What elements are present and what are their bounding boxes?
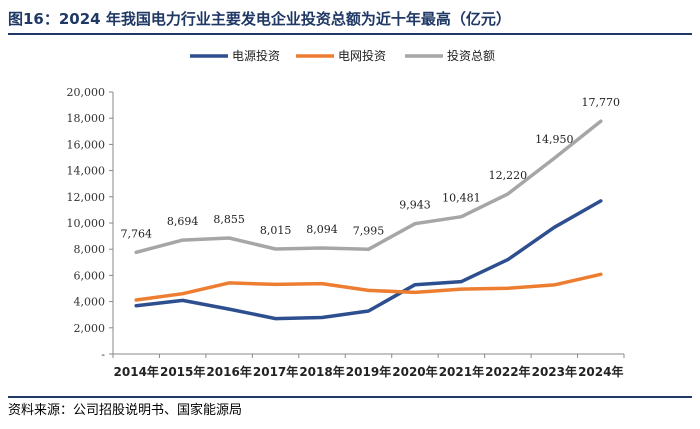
- x-tick-label: 2024年: [578, 364, 623, 379]
- x-tick-label: 2022年: [485, 364, 530, 379]
- line-chart: 电源投资 电网投资 投资总额 - 2,000 4,000 6,000 8,000 10,000…: [67, 48, 625, 379]
- series-line-2: [134, 272, 603, 302]
- data-labels: 7,764 8,694 8,855 8,015 8,094 7,995 9,943 10,48…: [120, 96, 620, 240]
- data-label: 7,995: [353, 224, 385, 237]
- data-label: 8,694: [167, 215, 199, 228]
- x-tick-label: 2017年: [253, 364, 298, 379]
- y-tick-label: 2,000: [74, 322, 106, 335]
- legend-item: 电源投资: [190, 48, 280, 63]
- legend-item: 投资总额: [405, 48, 495, 63]
- data-label: 14,950: [535, 133, 574, 146]
- y-tick-label: 14,000: [67, 165, 106, 178]
- y-tick-label: -: [101, 348, 105, 361]
- data-label: 8,015: [260, 224, 292, 237]
- data-label: 10,481: [442, 192, 481, 205]
- x-tick-label: 2019年: [346, 364, 391, 379]
- chart-legend: 电源投资 电网投资 投资总额: [190, 48, 495, 63]
- series-lines: [134, 119, 603, 321]
- data-label: 12,220: [489, 169, 528, 182]
- legend-label: 电源投资: [232, 48, 280, 63]
- legend-label: 电网投资: [338, 48, 386, 63]
- y-tick-label: 6,000: [74, 269, 106, 282]
- data-label: 8,855: [213, 213, 245, 226]
- x-tick-label: 2020年: [392, 364, 437, 379]
- y-tick-label: 12,000: [67, 191, 106, 204]
- legend-label: 投资总额: [447, 48, 495, 63]
- x-tick-label: 2015年: [160, 364, 205, 379]
- chart-title: 图16：2024 年我国电力行业主要发电企业投资总额为近十年最高（亿元）: [8, 10, 511, 28]
- legend-item: 电网投资: [296, 48, 386, 63]
- y-tick-label: 20,000: [67, 86, 106, 99]
- y-tick-label: 10,000: [67, 217, 106, 230]
- data-label: 9,943: [399, 199, 431, 212]
- y-tick-label: 8,000: [74, 243, 106, 256]
- source-divider: [8, 396, 692, 398]
- data-label: 8,094: [306, 223, 338, 236]
- source-note: 资料来源：公司招股说明书、国家能源局: [8, 403, 243, 418]
- title-divider: [8, 33, 692, 35]
- y-tick-label: 4,000: [74, 296, 106, 309]
- x-tick-label: 2018年: [299, 364, 344, 379]
- y-tick-label: 18,000: [67, 112, 106, 125]
- x-tick-label: 2014年: [114, 364, 159, 379]
- series-line-3: [134, 119, 603, 255]
- x-axis: 2014年 2015年 2016年 2017年 2018年 2019年 2020年 2021年…: [112, 353, 625, 379]
- data-label: 7,764: [120, 227, 152, 240]
- y-tick-label: 16,000: [67, 138, 106, 151]
- x-tick-label: 2021年: [439, 364, 484, 379]
- x-tick-label: 2023年: [532, 364, 577, 379]
- x-tick-label: 2016年: [206, 364, 251, 379]
- data-label: 17,770: [582, 96, 621, 109]
- y-axis: - 2,000 4,000 6,000 8,000 10,000 12,000 14,000 1…: [67, 86, 114, 361]
- series-line-1: [134, 199, 603, 321]
